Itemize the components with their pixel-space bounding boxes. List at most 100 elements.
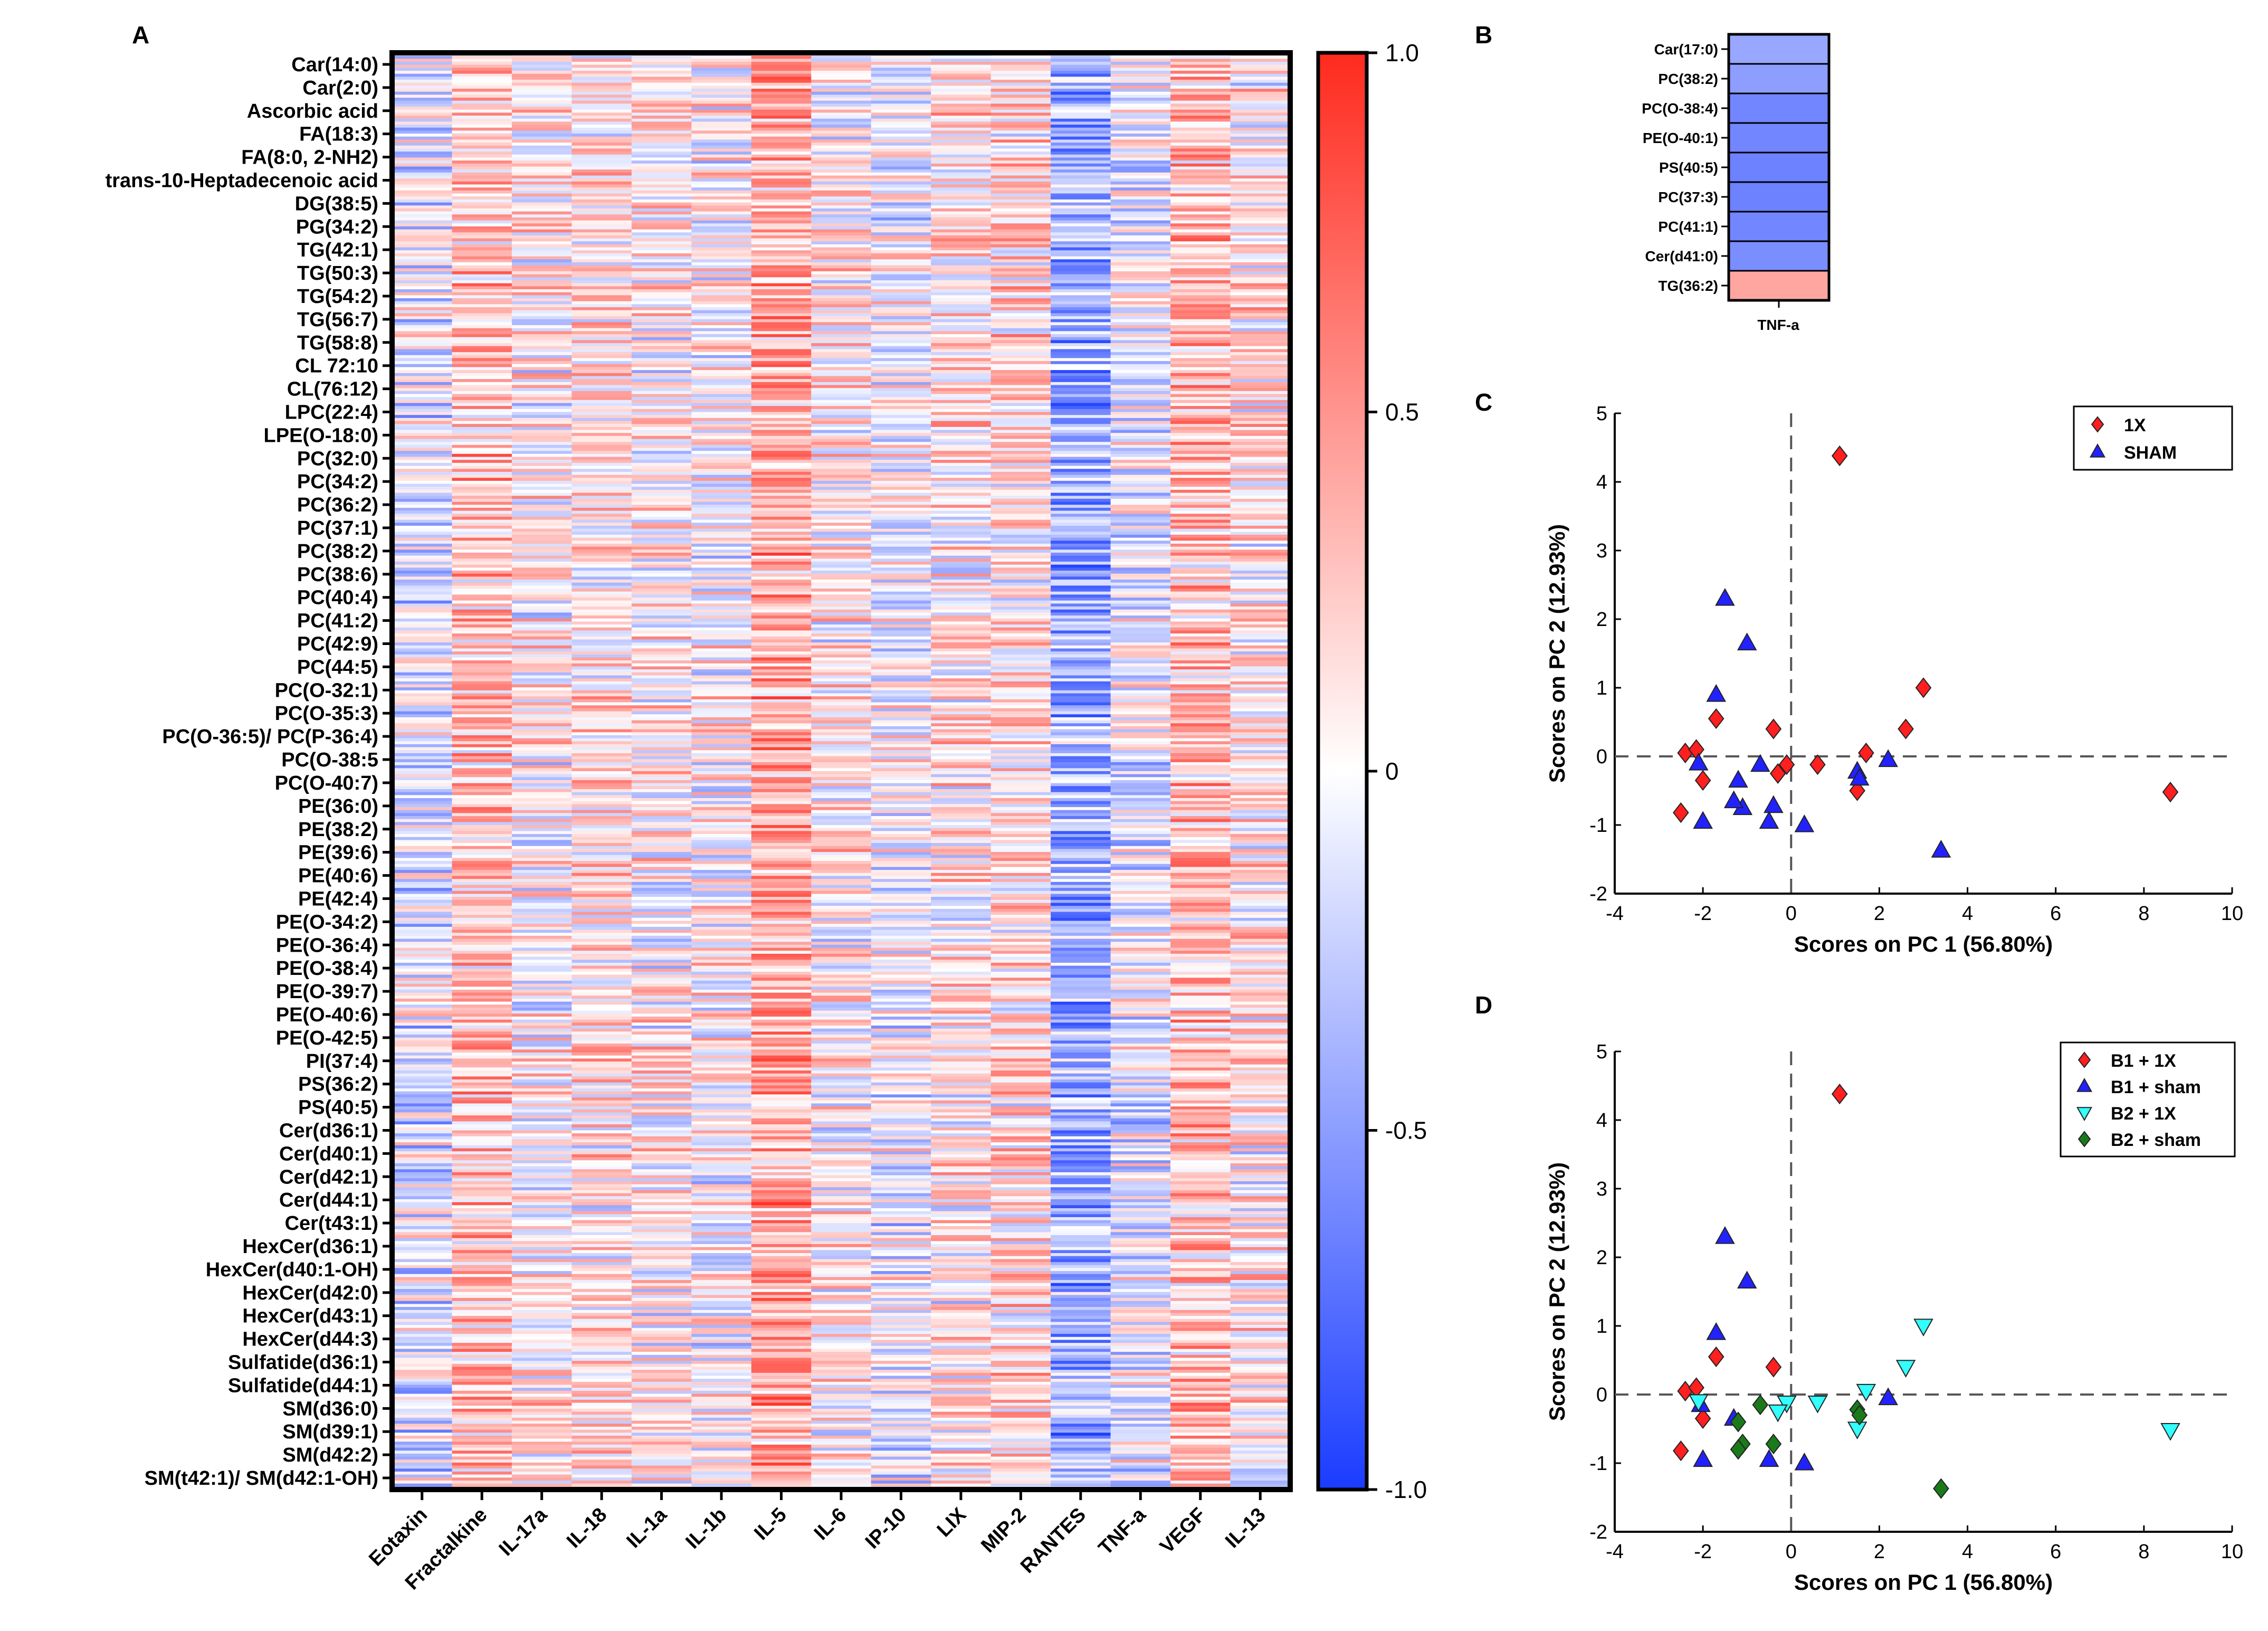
heatmap-a-cell: [751, 855, 812, 859]
heatmap-a-cell: [452, 271, 512, 275]
heatmap-a-cell: [871, 289, 931, 293]
heatmap-a-cell: [631, 1094, 692, 1098]
heatmap-a-cell: [631, 187, 692, 191]
heatmap-a-cell: [392, 1091, 453, 1095]
heatmap-a-cell: [871, 217, 931, 221]
heatmap-a-cell: [452, 370, 512, 374]
heatmap-a-cell: [452, 1280, 512, 1284]
heatmap-a-cell: [990, 301, 1051, 305]
heatmap-a-cell: [931, 1465, 992, 1469]
heatmap-a-cell: [511, 498, 572, 502]
heatmap-a-cell: [452, 1477, 512, 1481]
heatmap-a-cell: [631, 1390, 692, 1395]
heatmap-a-cell: [751, 1220, 812, 1224]
heatmap-a-cell: [811, 537, 872, 541]
heatmap-a-cell: [811, 1008, 872, 1011]
heatmap-a-cell: [452, 1468, 512, 1472]
heatmap-a-cell: [811, 148, 872, 152]
heatmap-a-cell: [931, 573, 992, 577]
heatmap-a-cell: [571, 786, 632, 790]
heatmap-a-cell: [691, 681, 752, 685]
heatmap-a-cell: [871, 103, 931, 107]
heatmap-a-cell: [392, 777, 453, 781]
heatmap-a-cell: [392, 208, 453, 212]
heatmap-a-cell: [811, 1417, 872, 1421]
heatmap-a-cell: [392, 971, 453, 975]
heatmap-a-cell: [871, 426, 931, 431]
heatmap-a-cell: [392, 301, 453, 305]
heatmap-a-cell: [931, 1235, 992, 1239]
heatmap-a-cell: [511, 645, 572, 649]
heatmap-a-cell: [691, 1211, 752, 1215]
heatmap-a-cell: [571, 726, 632, 730]
heatmap-a-cell: [691, 460, 752, 463]
heatmap-a-cell: [511, 684, 572, 688]
heatmap-a-cell: [392, 1325, 453, 1329]
heatmap-a-cell: [811, 1070, 872, 1074]
heatmap-a-cell: [511, 1067, 572, 1071]
heatmap-a-cell: [452, 91, 512, 95]
heatmap-a-cell: [571, 1118, 632, 1122]
heatmap-a-cell: [871, 747, 931, 751]
heatmap-a-cell: [392, 205, 453, 209]
heatmap-a-cell: [452, 250, 512, 254]
heatmap-a-cell: [931, 184, 992, 188]
heatmap-a-cell: [691, 648, 752, 652]
heatmap-a-cell: [452, 573, 512, 577]
heatmap-a-cell: [691, 1223, 752, 1227]
heatmap-a-cell: [571, 1076, 632, 1080]
heatmap-a-cell: [392, 1202, 453, 1206]
heatmap-a-cell: [452, 825, 512, 829]
heatmap-a-cell: [511, 193, 572, 197]
heatmap-a-cell: [931, 1354, 992, 1359]
heatmap-a-cell: [571, 1226, 632, 1230]
heatmap-a-cell: [691, 537, 752, 541]
heatmap-a-cell: [392, 738, 453, 742]
heatmap-a-cell: [871, 1352, 931, 1355]
heatmap-a-cell: [931, 603, 992, 607]
heatmap-a-cell: [571, 861, 632, 865]
heatmap-a-cell: [631, 768, 692, 772]
heatmap-a-cell: [931, 684, 992, 688]
heatmap-a-cell: [571, 995, 632, 999]
heatmap-a-cell: [631, 879, 692, 883]
heatmap-a-cell: [631, 983, 692, 987]
heatmap-a-cell: [691, 1438, 752, 1442]
heatmap-a-cell: [452, 998, 512, 1002]
heatmap-a-cell: [871, 145, 931, 149]
heatmap-a-cell: [571, 762, 632, 766]
heatmap-a-cell: [631, 926, 692, 931]
heatmap-a-cell: [631, 1142, 692, 1146]
heatmap-a-cell: [931, 244, 992, 248]
heatmap-a-cell: [631, 519, 692, 523]
heatmap-a-cell: [811, 947, 872, 951]
heatmap-a-cell: [511, 992, 572, 996]
heatmap-a-cell: [931, 876, 992, 879]
heatmap-a-cell: [511, 944, 572, 949]
heatmap-a-cell: [751, 1343, 812, 1346]
heatmap-a-cell: [751, 1262, 812, 1266]
heatmap-a-cell: [392, 1008, 453, 1011]
heatmap-a-cell: [392, 1480, 453, 1484]
heatmap-a-cell: [751, 444, 812, 449]
heatmap-a-cell: [571, 594, 632, 598]
heatmap-a-cell: [392, 1277, 453, 1281]
heatmap-a-cell: [931, 729, 992, 733]
heatmap-a-cell: [871, 1247, 931, 1250]
heatmap-a-cell: [931, 852, 992, 856]
heatmap-a-cell: [990, 256, 1051, 260]
heatmap-a-cell: [751, 187, 812, 191]
heatmap-a-cell: [392, 451, 453, 454]
heatmap-a-cell: [571, 125, 632, 128]
heatmap-a-cell: [511, 816, 572, 820]
heatmap-a-cell: [751, 546, 812, 550]
heatmap-a-cell: [751, 304, 812, 308]
heatmap-a-cell: [691, 1017, 752, 1020]
heatmap-a-cell: [751, 1271, 812, 1275]
heatmap-a-cell: [811, 1226, 872, 1230]
heatmap-a-cell: [751, 462, 812, 467]
heatmap-a-cell: [931, 292, 992, 296]
heatmap-a-cell: [452, 974, 512, 978]
heatmap-a-cell: [392, 136, 453, 140]
heatmap-a-cell: [811, 80, 872, 83]
